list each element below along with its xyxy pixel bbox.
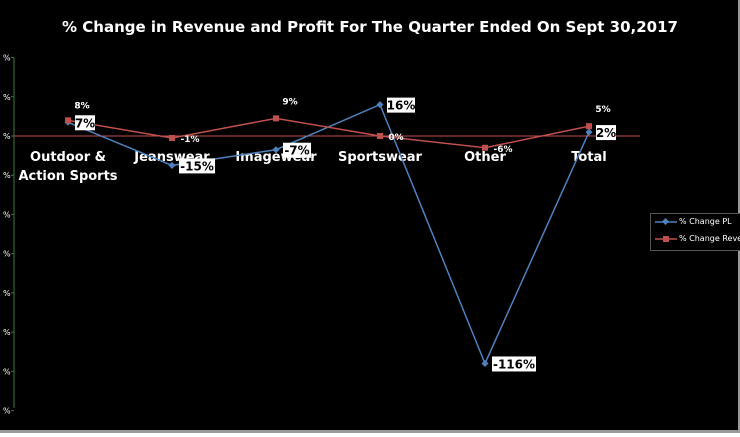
y-tick-label: %: [3, 367, 11, 376]
data-label-pl-box: [179, 158, 215, 174]
data-point-revenue: [273, 115, 279, 122]
data-label-pl-box: [492, 356, 536, 372]
data-label-pl: 2%: [596, 125, 616, 141]
x-category-label: Total: [571, 150, 607, 165]
legend-swatch-revenue: [655, 236, 677, 242]
data-label-pl-box: [596, 125, 616, 141]
y-tick-label: %: [3, 250, 11, 259]
data-label-pl-text: 16%: [387, 99, 416, 113]
data-label-pl: -116%: [492, 356, 536, 372]
legend-label-pl: % Change PL: [679, 217, 732, 226]
data-label-pl-box: [387, 97, 415, 113]
y-tick-label: %: [3, 328, 11, 337]
legend-item-pl: % Change PL: [651, 214, 740, 231]
data-label-pl-text: -7%: [284, 144, 309, 158]
y-tick-label: %: [3, 54, 11, 63]
data-label-pl: -7%: [283, 142, 311, 158]
data-label-revenue: -1%: [180, 135, 199, 145]
data-label-pl: 7%: [75, 115, 95, 131]
data-label-pl-text: 7%: [75, 116, 95, 130]
data-point-revenue: [586, 123, 592, 130]
series-line-revenue: [67, 117, 590, 149]
data-label-pl-text: 2%: [596, 126, 616, 140]
data-label-pl-text: -116%: [493, 357, 535, 371]
y-tick-label: %: [3, 132, 11, 141]
y-tick-label: %: [3, 289, 11, 298]
y-tick-label: %: [3, 407, 11, 416]
y-tick-label: %: [3, 171, 11, 180]
y-tick-label: %: [3, 93, 11, 102]
data-point-revenue: [169, 134, 175, 141]
data-label-revenue: 0%: [388, 133, 403, 143]
data-point-revenue: [377, 133, 383, 139]
chart-title: % Change in Revenue and Profit For The Q…: [62, 18, 678, 36]
x-category-label: Outdoor & Action Sports: [18, 150, 117, 184]
data-point-pl: [481, 359, 489, 368]
data-label-pl: 16%: [387, 97, 416, 113]
data-label-pl-text: -15%: [180, 159, 214, 173]
data-point-pl: [168, 161, 176, 169]
data-label-revenue: 8%: [74, 101, 89, 111]
data-point-revenue: [482, 144, 488, 151]
data-label-revenue: 5%: [595, 105, 610, 115]
data-point-pl: [376, 101, 384, 109]
y-tick-label: %: [3, 210, 11, 219]
data-label-pl-box: [283, 142, 311, 158]
data-label-revenue: -6%: [493, 145, 512, 155]
data-point-pl: [272, 146, 280, 154]
x-category-label: Sportswear: [338, 150, 423, 165]
data-label-pl: -15%: [179, 158, 215, 174]
chart-legend: % Change PL % Change Reve: [650, 213, 740, 251]
legend-item-revenue: % Change Reve: [651, 231, 740, 248]
data-label-pl-box: [75, 115, 95, 131]
legend-label-revenue: % Change Reve: [679, 234, 740, 243]
legend-swatch-pl: [655, 217, 677, 226]
data-label-revenue: 9%: [282, 97, 297, 107]
data-point-revenue: [65, 117, 71, 124]
series-line-pl: [67, 103, 590, 366]
x-category-label: Other: [464, 150, 506, 165]
data-point-pl: [585, 128, 593, 136]
